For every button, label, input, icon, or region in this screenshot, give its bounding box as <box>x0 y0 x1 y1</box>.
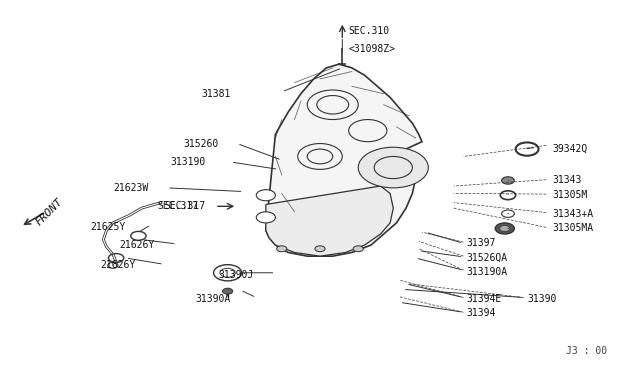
Text: J3 : 00: J3 : 00 <box>566 346 607 356</box>
Text: 21626Y: 21626Y <box>119 240 154 250</box>
Text: 313190: 313190 <box>170 157 205 167</box>
Polygon shape <box>266 64 422 256</box>
Circle shape <box>276 246 287 252</box>
Circle shape <box>358 147 428 188</box>
Text: <31098Z>: <31098Z> <box>349 44 396 54</box>
Text: SEC.317: SEC.317 <box>157 201 198 211</box>
Circle shape <box>502 177 515 184</box>
Circle shape <box>495 223 515 234</box>
Text: 31305MA: 31305MA <box>552 224 594 234</box>
Text: 21625Y: 21625Y <box>91 222 126 232</box>
Text: 21623W: 21623W <box>113 183 148 193</box>
Text: 313190A: 313190A <box>467 267 508 277</box>
Text: SEC.310: SEC.310 <box>349 26 390 36</box>
Circle shape <box>500 225 510 231</box>
Text: 31343: 31343 <box>552 176 582 186</box>
Text: 31343+A: 31343+A <box>552 209 594 219</box>
Circle shape <box>315 246 325 252</box>
Text: 31394: 31394 <box>467 308 496 318</box>
Text: 31305M: 31305M <box>552 190 588 200</box>
Text: 21626Y: 21626Y <box>100 260 136 270</box>
Text: FRONT: FRONT <box>34 196 65 227</box>
Text: 31526QA: 31526QA <box>467 253 508 263</box>
Polygon shape <box>266 186 394 256</box>
Text: 39342Q: 39342Q <box>552 144 588 154</box>
Circle shape <box>256 212 275 223</box>
Text: SEC.317: SEC.317 <box>164 201 205 211</box>
Text: 31390A: 31390A <box>196 294 231 304</box>
Text: 31381: 31381 <box>202 89 231 99</box>
Text: 31390: 31390 <box>527 294 556 304</box>
Text: 31394E: 31394E <box>467 294 502 304</box>
Text: 31390J: 31390J <box>218 270 253 280</box>
Text: 315260: 315260 <box>183 138 218 148</box>
Text: 31397: 31397 <box>467 238 496 248</box>
Circle shape <box>256 190 275 201</box>
Circle shape <box>223 288 233 294</box>
Circle shape <box>353 246 364 252</box>
